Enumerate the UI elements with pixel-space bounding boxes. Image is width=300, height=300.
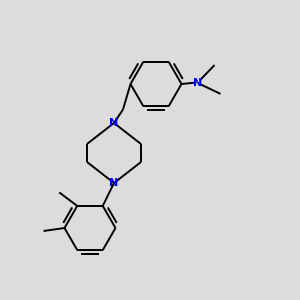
Text: N: N [110, 118, 118, 128]
Text: N: N [110, 178, 118, 188]
Text: N: N [194, 77, 202, 88]
